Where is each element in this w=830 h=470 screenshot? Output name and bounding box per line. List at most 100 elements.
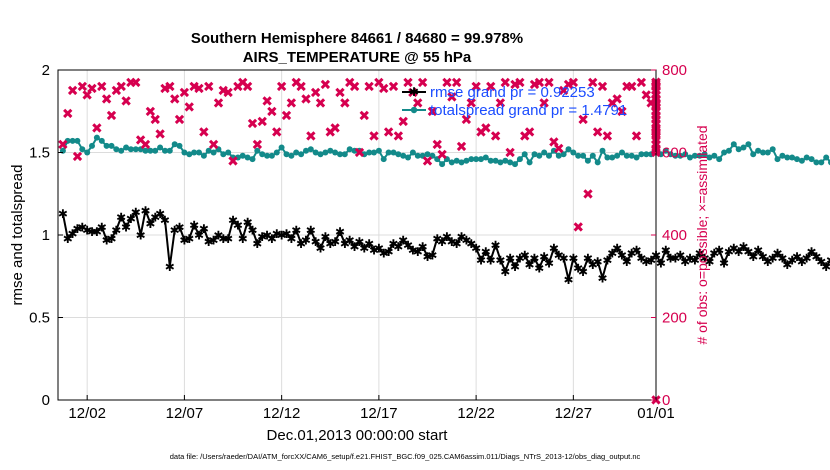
rmse-point: ✱ <box>131 205 141 219</box>
obs-point: ✖ <box>548 135 560 151</box>
y2-tick-label: 600 <box>662 145 687 162</box>
obs-point: ✖ <box>208 137 220 153</box>
totalspread-point <box>643 151 650 158</box>
rmse-point: ✱ <box>243 215 253 229</box>
obs-point: ✖ <box>125 75 137 91</box>
obs-point: ✖ <box>72 150 84 166</box>
rmse-point: ✱ <box>578 265 588 279</box>
totalspread-point <box>769 146 776 153</box>
obs-point: ✖ <box>339 96 351 112</box>
totalspread-point <box>230 154 236 161</box>
rmse-point: ✱ <box>777 252 787 266</box>
rmse-point: ✱ <box>510 260 520 274</box>
rmse-point: ✱ <box>204 235 214 249</box>
totalspread-point <box>162 147 168 154</box>
obs-point: ✖ <box>538 96 550 112</box>
obs-point: ✖ <box>130 75 142 91</box>
totalspread-point <box>283 151 290 158</box>
obs-point: ✖ <box>271 125 283 141</box>
totalspread-point <box>550 147 557 154</box>
totalspread-point <box>307 146 314 153</box>
rmse-point: ✱ <box>807 245 817 259</box>
rmse-point: ✱ <box>106 232 116 246</box>
obs-point: ✖ <box>640 88 652 104</box>
totalspread-point <box>448 159 455 166</box>
totalspread-point <box>142 147 149 154</box>
x-axis-ticks: 12/02 12/07 12/12 12/17 12/22 12/27 01/01 <box>68 395 675 422</box>
obs-point: ✖ <box>392 129 404 145</box>
rmse-point: ✱ <box>165 260 175 274</box>
totalspread-point <box>798 157 805 164</box>
totalspread-point <box>555 152 562 159</box>
rmse-point: ✱ <box>782 258 792 272</box>
totalspread-point <box>789 154 796 161</box>
obs-point: ✖ <box>164 80 176 96</box>
series-rmse: ✱✱✱✱✱✱✱✱✱✱✱✱✱✱✱✱✱✱✱✱✱✱✱✱✱✱✱✱✱✱✱✱✱✱✱✱✱✱✱✱… <box>58 204 830 287</box>
obs-point: ✖ <box>426 104 438 120</box>
totalspread-point <box>196 149 202 156</box>
rmse-point: ✱ <box>111 224 121 238</box>
x-tick-label: 12/07 <box>166 405 204 422</box>
rmse-point: ✱ <box>515 252 525 266</box>
rmse-point: ✱ <box>354 235 364 249</box>
obs-point: ✖ <box>567 75 579 91</box>
obs-point: ✖ <box>636 75 648 91</box>
obs-point: ✖ <box>140 137 152 153</box>
chart-title-line-2: AIRS_TEMPERATURE @ 55 hPa <box>243 49 472 66</box>
rmse-point: ✱ <box>155 207 165 221</box>
totalspread-point <box>244 154 251 161</box>
obs-point: ✖ <box>495 96 507 112</box>
totalspread-point <box>79 146 86 153</box>
totalspread-point <box>512 161 518 168</box>
rmse-point: ✱ <box>656 257 666 271</box>
obs-point: ✖ <box>354 146 366 162</box>
y2-axis-label: # of obs: o=possible; ×=assimilated <box>694 125 710 344</box>
obs-point: ✖ <box>407 86 419 102</box>
rmse-point: ✱ <box>593 255 603 269</box>
legend-label-rmse: rmse grand pr = 0.92253 <box>430 84 595 101</box>
obs-point: ✖ <box>504 146 516 162</box>
rmse-point: ✱ <box>345 233 355 247</box>
totalspread-point <box>181 149 188 156</box>
rmse-point: ✱ <box>272 227 282 241</box>
rmse-point: ✱ <box>257 230 267 244</box>
rmse-point: ✱ <box>607 247 617 261</box>
footnote-data-file: data file: /Users/raeder/DAI/ATM_forcXX/… <box>170 452 641 461</box>
totalspread-point <box>662 147 669 154</box>
rmse-point: ✱ <box>486 253 496 267</box>
rmse-point: ✱ <box>802 252 812 266</box>
totalspread-point <box>215 146 222 153</box>
obs-point: ✖ <box>572 220 584 236</box>
rmse-point: ✱ <box>811 250 821 264</box>
totalspread-point <box>682 151 689 158</box>
rmse-point: ✱ <box>792 250 802 264</box>
x-tick-label: 12/02 <box>68 405 106 422</box>
rmse-point: ✱ <box>466 237 476 251</box>
obs-point: ✖ <box>193 82 205 98</box>
totalspread-point <box>657 151 664 158</box>
rmse-point: ✱ <box>563 273 573 287</box>
rmse-point: ✱ <box>534 262 544 276</box>
rmse-point: ✱ <box>685 252 695 266</box>
totalspread-point <box>337 151 343 158</box>
rmse-point: ✱ <box>252 237 262 251</box>
rmse-point: ✱ <box>670 252 680 266</box>
totalspread-point <box>794 156 800 163</box>
totalspread-point <box>385 149 392 156</box>
rmse-point: ✱ <box>335 225 345 239</box>
totalspread-point <box>745 141 752 148</box>
totalspread-point <box>730 141 737 148</box>
obs-point: ✖ <box>290 75 302 91</box>
rmse-point: ✱ <box>500 265 510 279</box>
y-tick-label: 1.5 <box>29 145 50 162</box>
obs-point: ✖ <box>465 96 477 112</box>
obs-point: ✖ <box>324 125 336 141</box>
totalspread-point <box>818 159 825 166</box>
rmse-point: ✱ <box>325 237 335 251</box>
y-tick-label: 1 <box>42 227 50 244</box>
obs-point: ✖ <box>417 75 429 91</box>
totalspread-point <box>521 151 528 158</box>
totalspread-point <box>546 152 552 159</box>
x-tick-label: 12/12 <box>263 405 301 422</box>
